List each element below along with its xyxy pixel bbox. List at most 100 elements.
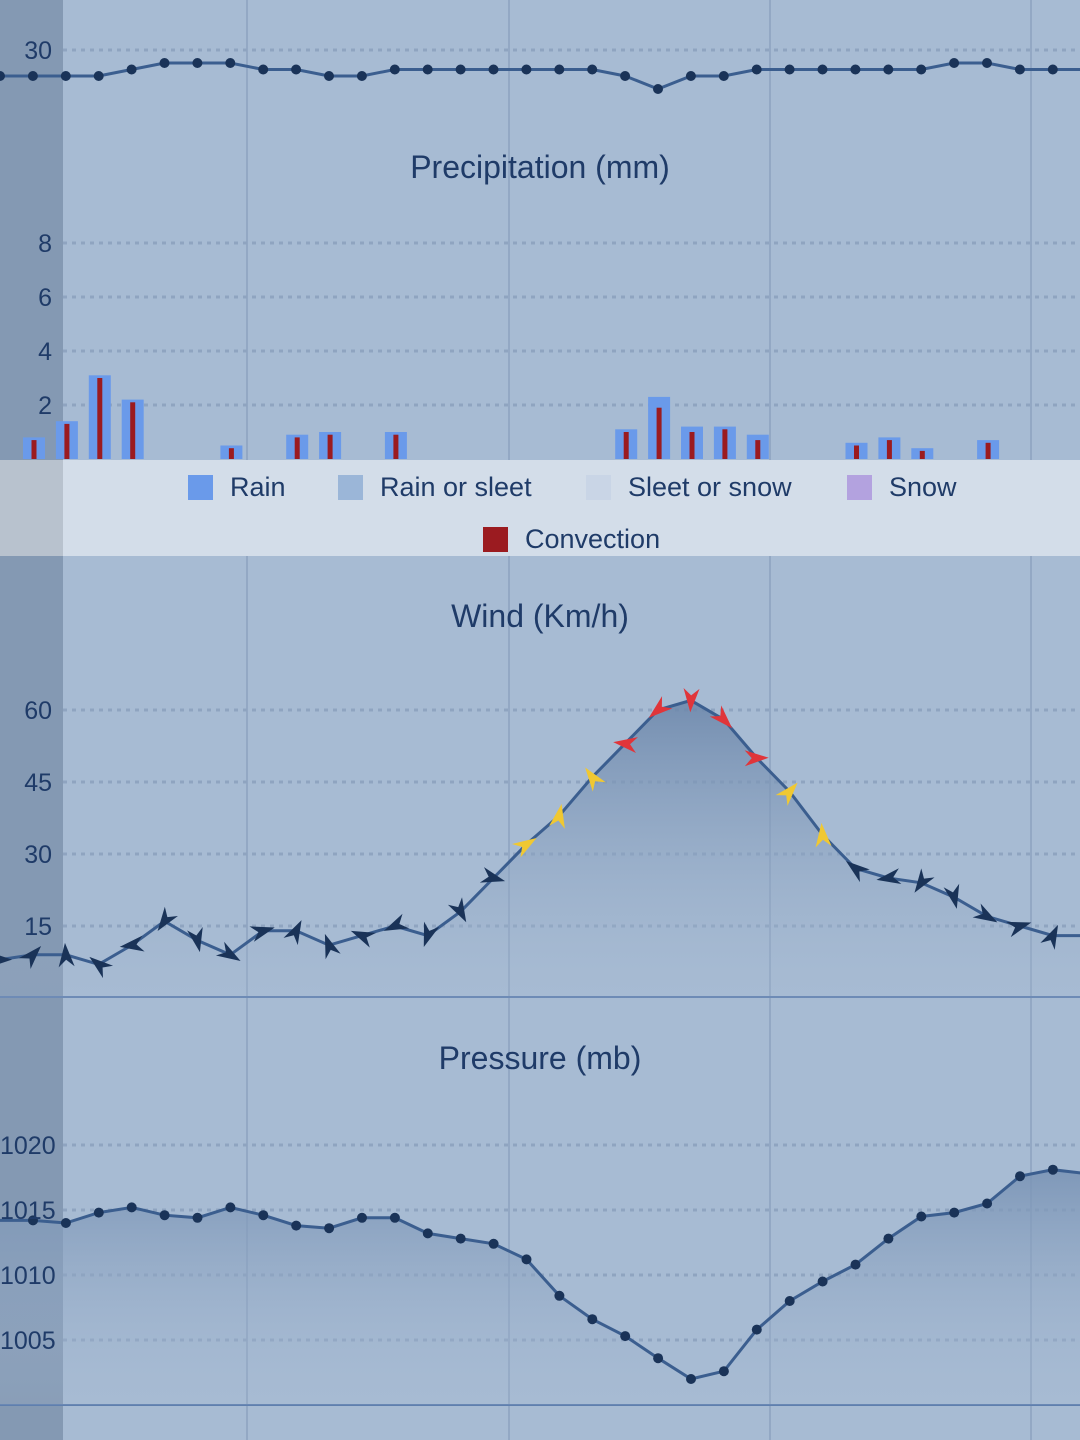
top-data-point <box>422 64 433 75</box>
wind-direction-arrow <box>845 861 870 883</box>
wind-direction-arrow <box>447 897 467 923</box>
pressure-data-point <box>949 1207 960 1218</box>
convection-bar <box>722 429 728 459</box>
legend-item-rain-or-sleet: Rain or sleet <box>338 472 532 503</box>
legend-item-convection: Convection <box>483 524 660 555</box>
pressure-data-point <box>324 1223 335 1234</box>
convection-bar <box>393 434 399 459</box>
wind-direction-arrow <box>89 956 114 979</box>
pressure-data-point <box>488 1238 499 1249</box>
top-data-point <box>93 71 104 81</box>
pressure-data-point <box>784 1296 795 1306</box>
convection-bar <box>755 440 761 459</box>
wind-direction-arrow <box>511 838 537 858</box>
pressure-data-point <box>817 1276 828 1287</box>
wind-direction-arrow <box>943 883 960 909</box>
top-data-point <box>982 58 992 68</box>
wind-direction-arrow <box>914 868 935 893</box>
wind-tick-label: 45 <box>24 769 52 797</box>
wind-direction-arrow <box>549 803 565 829</box>
pressure-data-point <box>225 1202 236 1213</box>
pressure-data-point <box>982 1198 993 1209</box>
top-data-point <box>587 64 598 75</box>
top-series-line <box>0 61 1080 91</box>
pressure-tick-label: 1015 <box>0 1197 56 1225</box>
legend-swatch-sleet-or-snow <box>586 475 611 500</box>
top-data-point <box>685 71 696 81</box>
top-data-point <box>1047 64 1058 75</box>
convection-bar <box>327 434 333 459</box>
top-data-point <box>27 71 38 81</box>
convection-bar <box>623 432 629 459</box>
wind-direction-arrow <box>709 705 733 729</box>
top-data-point <box>488 64 499 75</box>
pressure-data-point <box>883 1233 894 1244</box>
pressure-tick-label: 1005 <box>0 1327 56 1355</box>
convection-bar <box>64 423 70 459</box>
convection-bar <box>656 407 662 459</box>
wind-direction-arrow <box>383 913 410 931</box>
pressure-area <box>0 1169 1080 1405</box>
convection-bar <box>886 440 892 459</box>
top-data-point <box>258 64 269 75</box>
precip-tick-label: 6 <box>38 284 52 312</box>
convection-bar <box>31 440 37 459</box>
wind-direction-arrow <box>157 906 178 932</box>
top-data-point <box>784 64 795 75</box>
pressure-data-point <box>850 1259 861 1270</box>
wind-direction-arrow <box>249 926 275 942</box>
pressure-title: Pressure (mb) <box>439 1040 642 1076</box>
top-data-point <box>324 71 334 81</box>
pressure-data-point <box>159 1210 170 1221</box>
legend-label-snow: Snow <box>889 472 957 502</box>
pressure-data-point <box>422 1228 433 1239</box>
pressure-data-point <box>620 1331 631 1342</box>
legend-swatch-rain <box>188 475 213 500</box>
pressure-data-point <box>653 1353 664 1364</box>
wind-direction-arrow <box>1006 921 1032 938</box>
top-data-point <box>0 71 5 81</box>
wind-direction-arrow <box>876 868 902 885</box>
wind-direction-arrow <box>350 930 377 948</box>
pressure-data-point <box>291 1220 302 1231</box>
precip-tick-label: 8 <box>38 230 52 258</box>
convection-bar <box>228 448 234 459</box>
wind-direction-arrow <box>324 933 341 960</box>
pressure-data-point <box>93 1207 104 1218</box>
top-data-point <box>356 71 367 81</box>
top-data-point <box>159 58 170 68</box>
wind-direction-arrow <box>1040 924 1059 950</box>
legend-axis-shade <box>0 460 63 556</box>
legend-item-sleet-or-snow: Sleet or snow <box>586 472 792 503</box>
pressure-data-point <box>258 1210 269 1221</box>
top-data-point <box>554 64 565 75</box>
pressure-data-point <box>587 1314 598 1325</box>
precipitation-title: Precipitation (mm) <box>410 149 670 185</box>
legend-swatch-rain-or-sleet <box>338 475 363 500</box>
wind-direction-arrow <box>58 942 75 968</box>
legend-label-sleet-or-snow: Sleet or snow <box>628 472 792 502</box>
wind-tick-label: 15 <box>24 913 52 941</box>
top-data-point <box>389 64 400 75</box>
pressure-tick-label: 1020 <box>0 1132 56 1160</box>
pressure-data-point <box>28 1215 38 1226</box>
wind-direction-arrow <box>815 822 832 848</box>
wind-direction-arrow <box>119 935 145 952</box>
top-data-point <box>850 64 861 75</box>
wind-title: Wind (Km/h) <box>451 598 629 634</box>
top-data-point <box>817 64 828 75</box>
pressure-data-point <box>192 1212 203 1223</box>
pressure-data-point <box>357 1212 367 1223</box>
wind-tick-label: 60 <box>24 697 52 725</box>
top-data-point <box>949 58 960 68</box>
top-data-point <box>653 84 663 94</box>
wind-direction-arrow <box>683 687 700 713</box>
legend-label-rain: Rain <box>230 472 286 502</box>
legend-item-rain: Rain <box>188 472 286 503</box>
wind-direction-arrow <box>775 782 798 806</box>
wind-direction-arrow <box>648 696 673 718</box>
pressure-data-point <box>126 1202 137 1213</box>
convection-bar <box>919 450 925 459</box>
